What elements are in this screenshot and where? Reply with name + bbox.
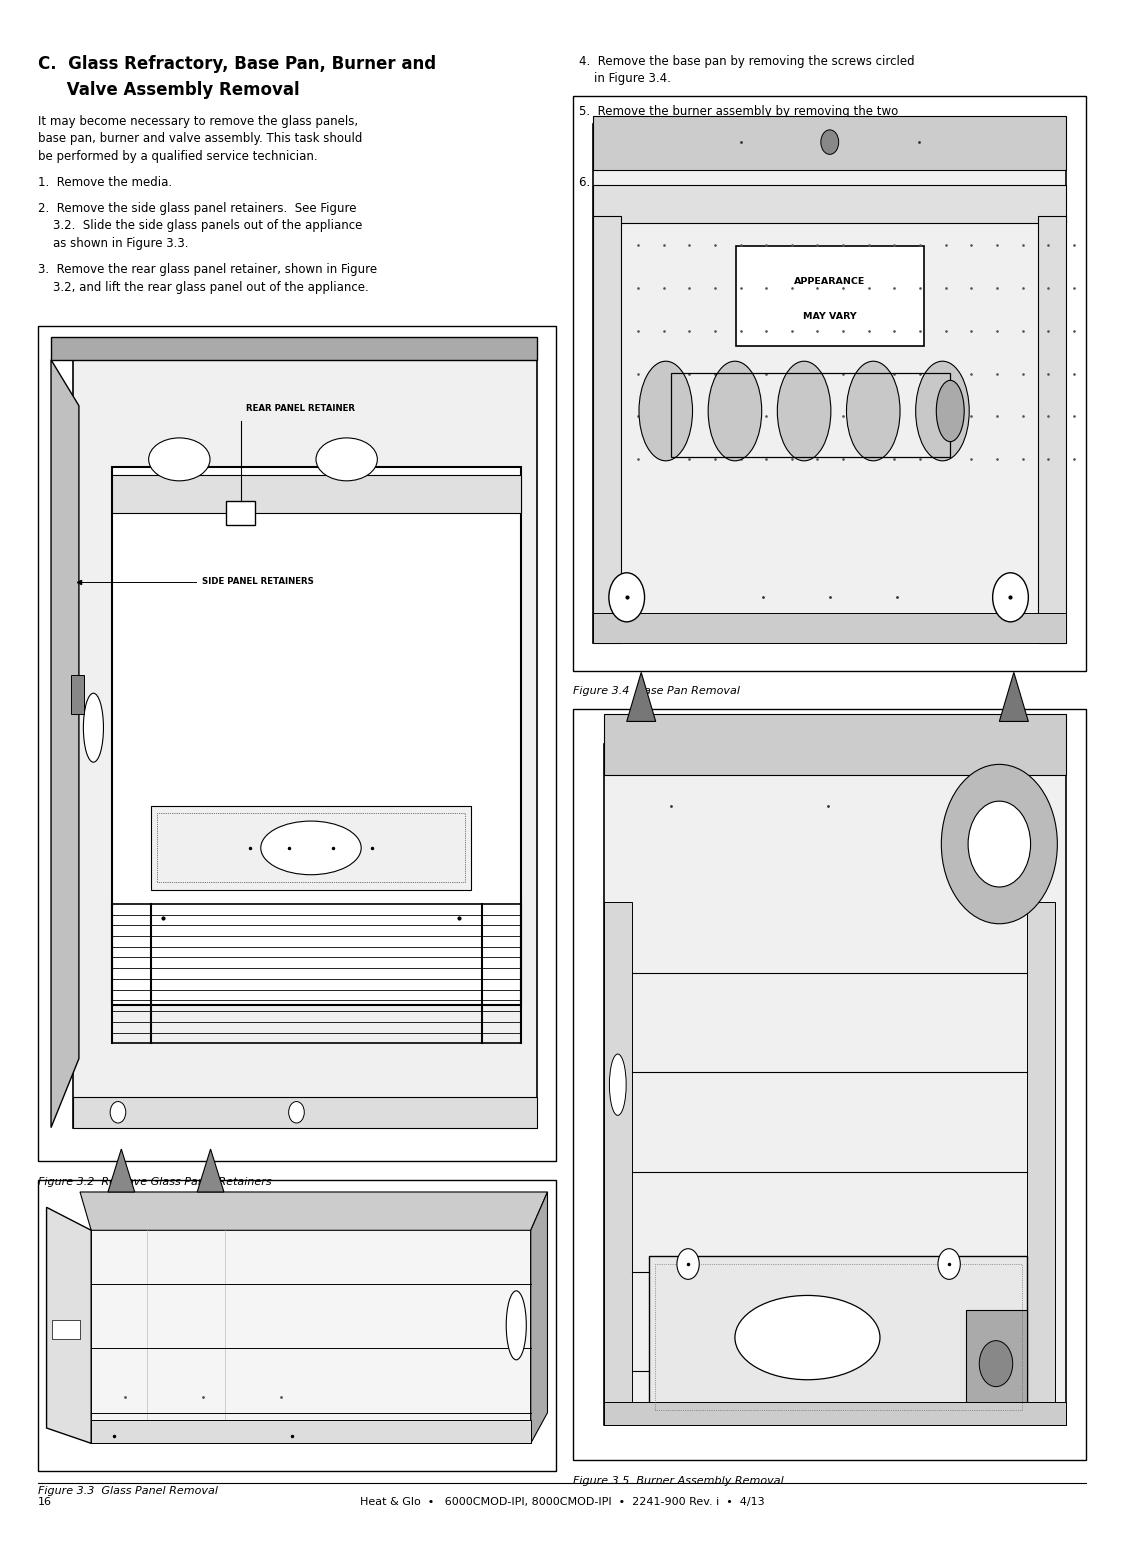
- Polygon shape: [999, 672, 1028, 721]
- Text: 5.  Remove the burner assembly by removing the two
    screws as shown in Figure: 5. Remove the burner assembly by removin…: [579, 105, 941, 153]
- Bar: [573, 709, 1087, 1461]
- Ellipse shape: [609, 1054, 626, 1116]
- Bar: [593, 123, 1067, 643]
- Text: 16: 16: [37, 1496, 52, 1507]
- Ellipse shape: [316, 438, 378, 481]
- Circle shape: [968, 801, 1031, 888]
- Text: REAR PANEL RETAINER: REAR PANEL RETAINER: [246, 404, 355, 413]
- Circle shape: [110, 1102, 126, 1123]
- Text: 4.  Remove the base pan by removing the screws circled
    in Figure 3.4.: 4. Remove the base pan by removing the s…: [579, 55, 914, 85]
- Polygon shape: [531, 1193, 547, 1444]
- Bar: [593, 116, 1067, 170]
- Ellipse shape: [708, 361, 762, 461]
- Bar: [152, 806, 471, 891]
- Text: Figure 3.3  Glass Panel Removal: Figure 3.3 Glass Panel Removal: [37, 1486, 218, 1496]
- Ellipse shape: [638, 361, 692, 461]
- Bar: [157, 814, 465, 883]
- Ellipse shape: [506, 1291, 526, 1359]
- Ellipse shape: [936, 381, 964, 442]
- Text: 3.  Remove the rear glass panel retainer, shown in Figure
    3.2, and lift the : 3. Remove the rear glass panel retainer,…: [37, 264, 377, 294]
- Polygon shape: [80, 1193, 547, 1230]
- Polygon shape: [51, 359, 79, 1128]
- Text: Valve Assembly Removal: Valve Assembly Removal: [37, 80, 299, 99]
- Bar: [605, 713, 1067, 775]
- Ellipse shape: [261, 821, 361, 875]
- Bar: [112, 475, 520, 513]
- Bar: [654, 1264, 1022, 1410]
- Bar: [91, 1214, 531, 1444]
- Bar: [671, 373, 950, 458]
- Text: MAY VARY: MAY VARY: [803, 311, 856, 321]
- Text: Figure 3.5  Burner Assembly Removal: Figure 3.5 Burner Assembly Removal: [573, 1476, 783, 1486]
- Circle shape: [979, 1341, 1013, 1387]
- Polygon shape: [108, 1150, 135, 1193]
- Bar: [573, 96, 1087, 670]
- Ellipse shape: [916, 361, 969, 461]
- Text: SIDE PANEL RETAINERS: SIDE PANEL RETAINERS: [201, 578, 314, 587]
- Text: C.  Glass Refractory, Base Pan, Burner and: C. Glass Refractory, Base Pan, Burner an…: [37, 55, 436, 72]
- Bar: [593, 613, 1067, 643]
- Bar: [1027, 901, 1055, 1425]
- Bar: [966, 1310, 1027, 1418]
- Ellipse shape: [846, 361, 900, 461]
- Bar: [71, 675, 84, 713]
- Ellipse shape: [778, 361, 831, 461]
- Text: Heat & Glo  •   6000CMOD-IPI, 8000CMOD-IPI  •  2241-900 Rev. i  •  4/13: Heat & Glo • 6000CMOD-IPI, 8000CMOD-IPI …: [360, 1496, 764, 1507]
- Circle shape: [941, 764, 1058, 923]
- Circle shape: [939, 1248, 960, 1279]
- Bar: [649, 1256, 1027, 1418]
- Bar: [735, 247, 924, 345]
- Text: It may become necessary to remove the glass panels,
base pan, burner and valve a: It may become necessary to remove the gl…: [37, 114, 362, 162]
- Ellipse shape: [735, 1296, 880, 1379]
- Circle shape: [821, 129, 839, 154]
- Circle shape: [609, 573, 644, 623]
- Text: 2.  Remove the side glass panel retainers.  See Figure
    3.2.  Slide the side : 2. Remove the side glass panel retainers…: [37, 202, 362, 250]
- Bar: [605, 901, 633, 1425]
- Bar: [605, 744, 1067, 1425]
- Bar: [112, 467, 520, 1005]
- Bar: [593, 185, 1067, 223]
- Bar: [226, 501, 255, 525]
- Circle shape: [289, 1102, 305, 1123]
- Bar: [73, 351, 537, 1128]
- Circle shape: [992, 573, 1028, 623]
- Polygon shape: [46, 1207, 91, 1444]
- Bar: [91, 1421, 531, 1444]
- Circle shape: [677, 1248, 699, 1279]
- Bar: [52, 1321, 80, 1339]
- Polygon shape: [197, 1150, 224, 1193]
- Bar: [593, 216, 622, 643]
- Text: 1.  Remove the media.: 1. Remove the media.: [37, 176, 172, 190]
- Text: Figure 3.2  Remove Glass Panel Retainers: Figure 3.2 Remove Glass Panel Retainers: [37, 1177, 271, 1187]
- Ellipse shape: [83, 693, 103, 763]
- Bar: [37, 1180, 556, 1472]
- Ellipse shape: [148, 438, 210, 481]
- Bar: [605, 1402, 1067, 1425]
- Bar: [73, 1097, 537, 1128]
- Polygon shape: [627, 672, 655, 721]
- Polygon shape: [51, 337, 537, 359]
- Bar: [37, 327, 556, 1162]
- Text: 6.  See Figure 3.6 for valve assembly removal.: 6. See Figure 3.6 for valve assembly rem…: [579, 176, 853, 190]
- Text: APPEARANCE: APPEARANCE: [794, 277, 865, 285]
- Text: Figure 3.4  Base Pan Removal: Figure 3.4 Base Pan Removal: [573, 686, 741, 697]
- Bar: [1039, 216, 1067, 643]
